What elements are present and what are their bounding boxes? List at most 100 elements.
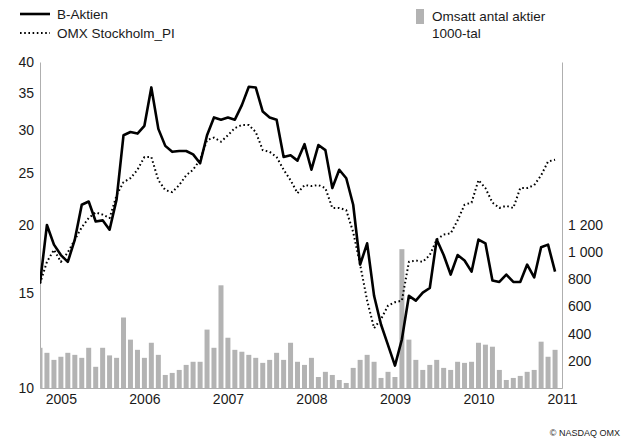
legend: B-Aktien OMX Stockholm_PI Omsatt antal akt… xyxy=(20,7,546,41)
tick: 25 xyxy=(18,165,40,181)
bar xyxy=(511,378,516,388)
tick: 1 200 xyxy=(562,217,603,233)
bar xyxy=(205,330,210,388)
tick-label: 35 xyxy=(18,85,34,101)
bar xyxy=(211,348,216,388)
bar xyxy=(344,383,349,388)
bar xyxy=(281,360,286,388)
tick: 2009 xyxy=(380,388,411,407)
bar xyxy=(51,360,56,388)
bar xyxy=(156,355,161,388)
bar xyxy=(427,365,432,388)
bar xyxy=(72,355,77,388)
tick-label: 2006 xyxy=(129,391,160,407)
line xyxy=(40,125,555,328)
tick-label: 800 xyxy=(568,271,592,287)
bar xyxy=(295,362,300,388)
bar xyxy=(198,362,203,388)
bar xyxy=(399,249,404,388)
tick: 10 xyxy=(18,380,40,396)
tick: 35 xyxy=(18,85,40,101)
bar xyxy=(246,355,251,388)
bar xyxy=(539,342,544,388)
tick: 20 xyxy=(18,217,40,233)
bar xyxy=(441,368,446,388)
bar xyxy=(406,340,411,388)
tick: 2007 xyxy=(213,388,244,407)
legend-swatch xyxy=(20,32,50,34)
tick-label: 2011 xyxy=(547,391,577,407)
bar xyxy=(469,362,474,388)
bar xyxy=(253,358,258,388)
tick-label: 2007 xyxy=(213,391,244,407)
bar xyxy=(413,360,418,388)
tick-label: 200 xyxy=(568,353,592,369)
tick-label: 2009 xyxy=(380,391,411,407)
bar xyxy=(191,362,196,388)
y-axis: 10152025303540 xyxy=(18,54,40,396)
tick: 40 xyxy=(18,54,40,70)
bar xyxy=(86,348,91,388)
tick-label: 15 xyxy=(18,285,34,301)
tick-label: 20 xyxy=(18,217,34,233)
tick: 2010 xyxy=(463,388,494,407)
bar xyxy=(309,358,314,388)
bar xyxy=(420,370,425,388)
axis-line xyxy=(562,63,563,389)
bar xyxy=(170,373,175,388)
axis-line xyxy=(40,63,41,389)
x-axis: 2005 2006 2007 2008 2009 2010 2011 xyxy=(41,388,578,407)
tick-label: 1 000 xyxy=(568,244,603,260)
tick-label: 40 xyxy=(18,54,34,70)
bar xyxy=(260,363,265,388)
legend-label: OMX Stockholm_PI xyxy=(57,26,175,41)
legend-label: B-Aktien xyxy=(57,7,108,22)
bar xyxy=(518,376,523,388)
bar xyxy=(65,353,70,388)
bar xyxy=(546,357,551,388)
tick-label: 10 xyxy=(18,380,34,396)
bar xyxy=(100,348,105,388)
tick: 200 xyxy=(562,353,592,369)
tick: 15 xyxy=(18,285,40,301)
bar xyxy=(58,357,63,388)
bar xyxy=(392,377,397,388)
bar xyxy=(302,365,307,388)
bar xyxy=(163,375,168,388)
line xyxy=(40,87,555,366)
tick: 400 xyxy=(562,326,592,342)
tick: 2008 xyxy=(296,388,327,407)
bar xyxy=(476,343,481,388)
y2-axis: 2004006008001 0001 200 xyxy=(562,63,603,389)
legend-label-line: B-Aktien xyxy=(57,7,108,22)
legend-item: B-Aktien xyxy=(20,7,108,22)
tick: 2006 xyxy=(129,388,160,407)
legend-label: Omsatt antal aktier1000-tal xyxy=(432,9,546,41)
bar xyxy=(40,348,42,388)
bar xyxy=(455,362,460,388)
tick: 800 xyxy=(562,271,592,287)
bar xyxy=(462,363,467,388)
bar xyxy=(184,365,189,388)
tick: 2005 xyxy=(46,388,77,407)
plot-area xyxy=(40,87,558,388)
legend-item: OMX Stockholm_PI xyxy=(20,26,175,41)
bar xyxy=(330,375,335,388)
bar xyxy=(128,340,133,388)
bar xyxy=(121,318,126,388)
chart: 2005200620072008200920102011101520253035… xyxy=(0,0,626,444)
bar xyxy=(379,378,384,388)
legend-swatch xyxy=(416,9,424,24)
bar xyxy=(274,353,279,388)
bar xyxy=(114,358,119,388)
bar xyxy=(358,360,363,388)
legend-label-line: 1000-tal xyxy=(432,26,481,41)
bar xyxy=(149,343,154,388)
bar xyxy=(142,358,147,388)
tick-label: 2010 xyxy=(463,391,494,407)
bar xyxy=(225,338,230,388)
bar xyxy=(323,372,328,388)
tick: 2011 xyxy=(547,388,577,407)
tick-label: 25 xyxy=(18,165,34,181)
bar xyxy=(386,372,391,388)
